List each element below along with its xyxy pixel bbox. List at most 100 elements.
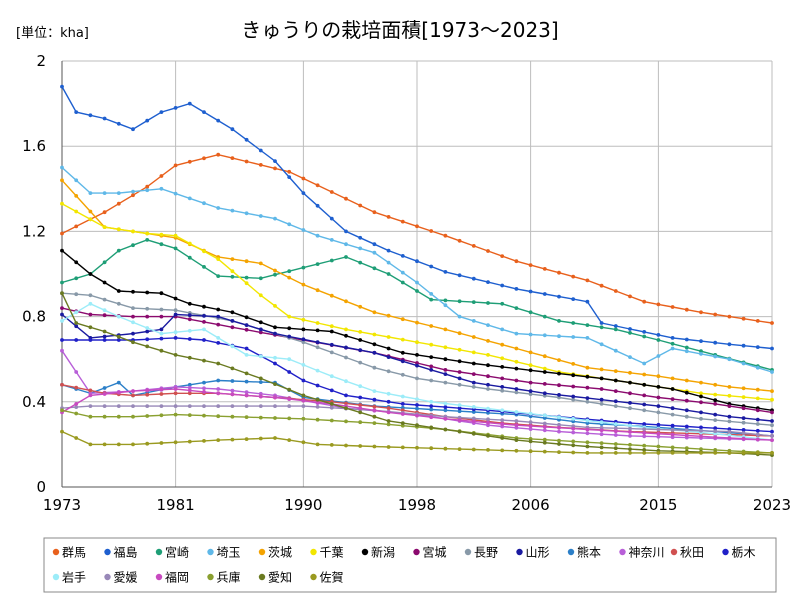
data-point <box>216 404 221 408</box>
data-point <box>244 211 249 216</box>
data-point <box>159 336 164 341</box>
data-point <box>131 193 135 198</box>
data-point <box>372 421 377 425</box>
data-point <box>599 342 604 347</box>
data-point <box>358 360 363 365</box>
data-point <box>628 294 632 299</box>
data-point <box>216 336 221 340</box>
data-point <box>670 412 675 417</box>
data-point <box>443 327 448 332</box>
data-point <box>457 403 462 408</box>
data-point <box>102 442 107 447</box>
data-point <box>443 401 448 406</box>
data-point <box>429 364 434 369</box>
data-point <box>301 363 306 367</box>
data-point <box>230 325 235 330</box>
data-point <box>670 336 675 340</box>
data-point <box>400 270 405 275</box>
data-point <box>770 434 774 438</box>
data-point <box>656 451 661 455</box>
data-point <box>386 419 391 423</box>
data-point <box>400 350 405 355</box>
data-point <box>684 433 689 438</box>
data-point <box>258 391 263 396</box>
y-tick-label-1: 0.4 <box>22 393 46 411</box>
data-point <box>287 416 292 421</box>
y-tick-label-4: 1.6 <box>22 137 46 155</box>
data-point <box>187 101 192 106</box>
data-point <box>514 378 519 383</box>
data-point <box>415 224 419 229</box>
data-point <box>528 380 533 385</box>
data-point <box>315 397 320 402</box>
legend-label-7: 宮城 <box>423 545 447 560</box>
data-point <box>443 380 448 385</box>
legend-marker-12 <box>670 548 678 556</box>
data-point <box>159 291 164 296</box>
legend-marker-0 <box>52 548 60 556</box>
data-point <box>60 348 64 353</box>
data-point <box>173 308 178 313</box>
data-point <box>613 389 618 393</box>
legend-label-9: 山形 <box>526 546 550 560</box>
legend-marker-2 <box>155 548 163 556</box>
x-tick-label-2: 1990 <box>284 496 322 514</box>
data-point <box>415 340 419 345</box>
data-point <box>74 276 79 281</box>
data-point <box>258 327 263 332</box>
data-point <box>557 438 561 443</box>
data-point <box>315 233 320 238</box>
data-point <box>429 297 434 302</box>
data-point <box>557 294 561 299</box>
data-point <box>102 297 107 302</box>
data-point <box>358 420 363 425</box>
data-point <box>173 296 178 301</box>
data-point <box>258 404 263 408</box>
data-point <box>699 447 703 451</box>
data-point <box>613 324 618 328</box>
data-point <box>471 385 476 389</box>
data-point <box>287 326 292 331</box>
data-point <box>400 372 405 377</box>
data-point <box>372 397 377 402</box>
data-point <box>145 441 150 446</box>
data-point <box>131 414 135 419</box>
data-point <box>74 310 79 315</box>
data-point <box>699 391 703 396</box>
data-point <box>429 399 434 404</box>
data-point <box>145 337 150 342</box>
data-point <box>372 404 377 409</box>
data-point <box>656 444 661 449</box>
data-point <box>628 447 632 451</box>
data-point <box>542 314 547 319</box>
data-point <box>301 440 306 445</box>
data-point <box>187 388 192 393</box>
data-point <box>159 331 164 336</box>
data-point <box>514 287 519 291</box>
data-point <box>88 217 93 222</box>
data-point <box>670 435 675 440</box>
data-point <box>372 266 377 271</box>
data-point <box>486 434 490 438</box>
data-point <box>443 303 448 308</box>
data-point <box>656 354 661 358</box>
data-point <box>542 413 547 418</box>
data-point <box>642 334 647 339</box>
data-point <box>88 338 93 342</box>
data-point <box>571 443 576 448</box>
data-point <box>173 387 178 391</box>
data-point <box>486 301 490 305</box>
data-point <box>258 276 263 281</box>
data-point <box>216 414 221 419</box>
data-point <box>571 426 576 431</box>
data-point <box>386 422 391 427</box>
data-point <box>159 242 164 247</box>
data-point <box>443 416 448 421</box>
data-point <box>628 423 632 428</box>
data-point <box>415 363 419 368</box>
data-point <box>557 334 561 339</box>
data-point <box>542 437 547 442</box>
data-point <box>415 397 419 401</box>
data-point <box>514 387 519 391</box>
data-point <box>585 336 590 340</box>
